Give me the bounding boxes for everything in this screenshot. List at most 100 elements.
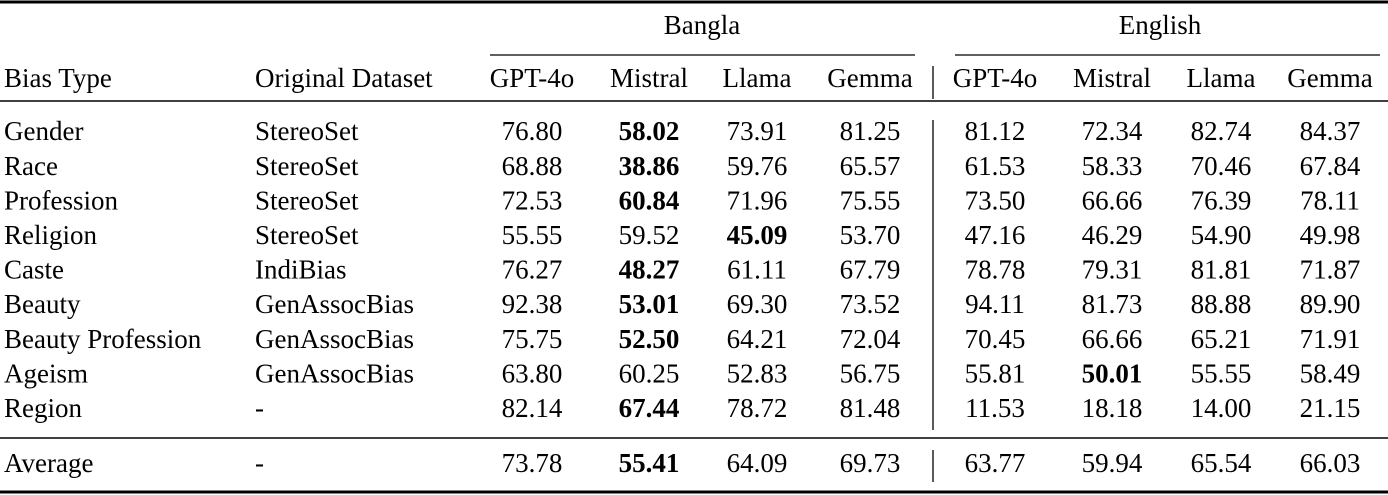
- cell-value: 45.09: [727, 220, 788, 250]
- cell-value: 50.01: [1082, 358, 1143, 388]
- cell-value: 55.55: [1191, 358, 1252, 388]
- cell-value: 55.41: [619, 448, 680, 478]
- cell-value: 59.52: [619, 220, 680, 250]
- cell-value: 72.53: [502, 185, 563, 215]
- cell-value: 69.30: [727, 289, 788, 319]
- row-label: Caste: [4, 255, 64, 285]
- group-header: Bangla: [664, 10, 740, 40]
- column-header: Original Dataset: [255, 63, 433, 93]
- cell-value: 65.57: [840, 151, 901, 181]
- cell-value: 53.01: [619, 289, 680, 319]
- cell-value: 68.88: [502, 151, 563, 181]
- cell-value: 55.81: [965, 358, 1026, 388]
- cell-value: 63.77: [965, 448, 1026, 478]
- cell-value: 66.66: [1082, 185, 1143, 215]
- cell-value: 78.11: [1300, 185, 1360, 215]
- cell-value: 47.16: [965, 220, 1026, 250]
- row-label: Average: [4, 448, 93, 478]
- cell-value: 58.49: [1300, 358, 1361, 388]
- cell-value: 70.45: [965, 324, 1026, 354]
- cell-value: 88.88: [1191, 289, 1252, 319]
- cell-value: 21.15: [1300, 393, 1361, 423]
- cell-value: 84.37: [1300, 116, 1361, 146]
- cell-value: 46.29: [1082, 220, 1143, 250]
- cell-value: 94.11: [965, 289, 1025, 319]
- row-label: Race: [4, 151, 58, 181]
- cell-value: 76.80: [502, 116, 563, 146]
- row-label: Beauty: [4, 289, 81, 319]
- column-header: Bias Type: [4, 63, 112, 93]
- cell-value: 64.21: [727, 324, 788, 354]
- cell-value: 53.70: [840, 220, 901, 250]
- cell-value: 66.66: [1082, 324, 1143, 354]
- cell-value: 63.80: [502, 358, 563, 388]
- cell-value: 55.55: [502, 220, 563, 250]
- cell-value: 82.14: [502, 393, 563, 423]
- cell-value: 73.91: [727, 116, 788, 146]
- row-label: GenAssocBias: [255, 289, 414, 319]
- cell-value: 71.91: [1300, 324, 1361, 354]
- column-header: GPT-4o: [490, 63, 575, 93]
- cell-value: 59.94: [1082, 448, 1143, 478]
- cell-value: 78.78: [965, 255, 1026, 285]
- row-label: Profession: [4, 185, 118, 215]
- cell-value: 73.50: [965, 185, 1026, 215]
- column-header: Gemma: [827, 63, 912, 93]
- row-label: -: [255, 393, 264, 423]
- cell-value: 64.09: [727, 448, 788, 478]
- cell-value: 75.55: [840, 185, 901, 215]
- row-label: IndiBias: [255, 255, 347, 285]
- row-label: GenAssocBias: [255, 324, 414, 354]
- cell-value: 38.86: [619, 151, 680, 181]
- column-header: Mistral: [1073, 63, 1151, 93]
- cell-value: 58.02: [619, 116, 680, 146]
- row-label: Gender: [4, 116, 83, 146]
- cell-value: 73.52: [840, 289, 901, 319]
- cell-value: 71.96: [727, 185, 788, 215]
- cell-value: 72.04: [840, 324, 901, 354]
- row-label: StereoSet: [255, 151, 359, 181]
- row-label: Region: [4, 393, 82, 423]
- cell-value: 82.74: [1191, 116, 1252, 146]
- cell-value: 67.79: [840, 255, 901, 285]
- cell-value: 56.75: [840, 358, 901, 388]
- cell-value: 89.90: [1300, 289, 1361, 319]
- cell-value: 81.25: [840, 116, 901, 146]
- row-label: StereoSet: [255, 116, 359, 146]
- group-header: English: [1119, 10, 1202, 40]
- cell-value: 67.44: [619, 393, 680, 423]
- cell-value: 92.38: [502, 289, 563, 319]
- row-label: StereoSet: [255, 185, 359, 215]
- row-label: StereoSet: [255, 220, 359, 250]
- cell-value: 52.50: [619, 324, 680, 354]
- column-header: GPT-4o: [953, 63, 1038, 93]
- column-header: Gemma: [1287, 63, 1372, 93]
- column-header: Mistral: [610, 63, 688, 93]
- cell-value: 61.11: [727, 255, 787, 285]
- cell-value: 72.34: [1082, 116, 1143, 146]
- cell-value: 78.72: [727, 393, 788, 423]
- cell-value: 65.21: [1191, 324, 1252, 354]
- cell-value: 76.27: [502, 255, 563, 285]
- cell-value: 58.33: [1082, 151, 1143, 181]
- cell-value: 79.31: [1082, 255, 1143, 285]
- cell-value: 81.81: [1191, 255, 1252, 285]
- cell-value: 11.53: [965, 393, 1025, 423]
- row-label: Ageism: [4, 358, 88, 388]
- row-label: -: [255, 448, 264, 478]
- cell-value: 66.03: [1300, 448, 1361, 478]
- cell-value: 69.73: [840, 448, 901, 478]
- cell-value: 54.90: [1191, 220, 1252, 250]
- cell-value: 67.84: [1300, 151, 1361, 181]
- cell-value: 61.53: [965, 151, 1026, 181]
- cell-value: 81.12: [965, 116, 1026, 146]
- cell-value: 60.25: [619, 358, 680, 388]
- cell-value: 52.83: [727, 358, 788, 388]
- row-label: Religion: [4, 220, 97, 250]
- cell-value: 75.75: [502, 324, 563, 354]
- cell-value: 76.39: [1191, 185, 1252, 215]
- column-header: Llama: [723, 63, 792, 93]
- row-label: GenAssocBias: [255, 358, 414, 388]
- cell-value: 73.78: [502, 448, 563, 478]
